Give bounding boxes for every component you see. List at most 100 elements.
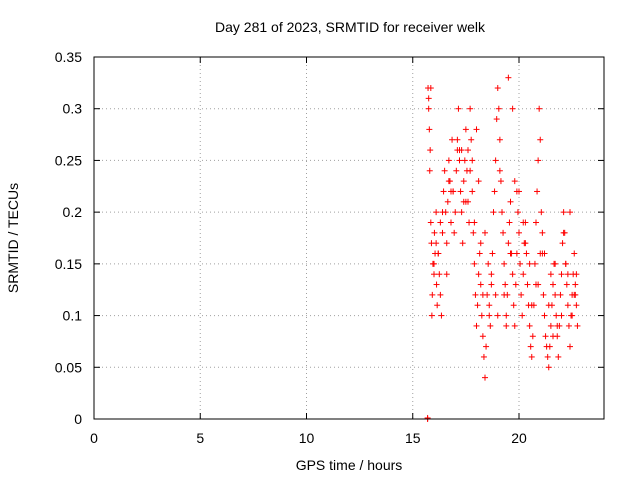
data-point — [503, 322, 510, 329]
x-tick-label: 5 — [196, 430, 204, 446]
data-point — [562, 260, 569, 267]
data-point — [510, 302, 517, 309]
data-point — [455, 105, 462, 112]
chart-title: Day 281 of 2023, SRMTID for receiver wel… — [215, 19, 486, 35]
data-point — [559, 240, 566, 247]
data-point — [465, 147, 471, 154]
grid-lines — [94, 57, 604, 419]
data-point — [425, 105, 432, 112]
data-point — [496, 167, 503, 174]
data-point — [540, 291, 547, 298]
data-point — [555, 353, 562, 360]
data-point — [461, 157, 468, 164]
data-point — [488, 271, 495, 278]
data-point — [452, 209, 459, 216]
data-point — [458, 147, 465, 154]
data-point — [443, 240, 450, 247]
data-point — [547, 322, 554, 329]
data-point — [539, 229, 546, 236]
data-point — [476, 250, 483, 257]
data-point — [520, 271, 527, 278]
data-point — [486, 312, 493, 319]
data-point — [490, 209, 497, 216]
y-tick-labels: 0 0.05 0.1 0.15 0.2 0.25 0.3 0.35 — [55, 49, 82, 427]
data-point — [496, 136, 503, 143]
data-point — [468, 136, 475, 143]
data-point — [433, 281, 440, 288]
data-point — [567, 209, 573, 216]
data-point — [501, 260, 508, 267]
data-point — [506, 219, 513, 226]
data-point — [456, 157, 463, 164]
data-point — [492, 291, 499, 298]
data-point — [507, 198, 514, 205]
data-point — [486, 302, 493, 309]
data-point — [557, 291, 564, 298]
data-point — [471, 260, 478, 267]
data-point — [487, 322, 494, 329]
data-point — [471, 219, 478, 226]
data-point — [572, 291, 579, 298]
data-point — [565, 322, 572, 329]
data-point — [494, 85, 501, 92]
data-point — [475, 178, 482, 185]
data-point — [560, 229, 567, 236]
data-point — [482, 374, 488, 381]
data-point — [437, 291, 444, 298]
data-point — [558, 312, 565, 319]
data-point — [431, 229, 438, 236]
x-tick-label: 20 — [511, 430, 527, 446]
y-tick-label: 0 — [74, 411, 82, 427]
data-point — [445, 157, 452, 164]
data-point — [528, 353, 535, 360]
data-point — [507, 250, 514, 257]
data-point — [573, 302, 580, 309]
data-point — [542, 333, 549, 340]
data-point — [571, 250, 578, 257]
data-point — [479, 291, 486, 298]
data-point — [558, 271, 565, 278]
data-point — [467, 167, 474, 174]
data-point — [491, 188, 498, 195]
data-point — [451, 229, 458, 236]
data-point — [528, 302, 535, 309]
data-point — [457, 188, 464, 195]
data-point — [526, 260, 533, 267]
data-point — [431, 260, 437, 267]
data-point — [535, 281, 542, 288]
data-point — [477, 281, 484, 288]
data-point — [449, 136, 456, 143]
data-point — [516, 188, 522, 195]
data-point — [427, 85, 434, 92]
data-point — [509, 105, 516, 112]
data-point — [436, 271, 443, 278]
data-point — [444, 198, 451, 205]
data-point — [569, 312, 576, 319]
data-point — [441, 167, 448, 174]
data-point — [544, 353, 551, 360]
data-point — [438, 312, 445, 319]
data-point — [547, 271, 554, 278]
data-point — [537, 136, 544, 143]
data-point — [473, 322, 480, 329]
y-tick-label: 0.35 — [55, 49, 82, 65]
data-point — [514, 209, 521, 216]
data-point — [477, 240, 484, 247]
data-point — [426, 126, 433, 133]
data-point — [479, 333, 486, 340]
data-point — [500, 229, 507, 236]
data-point — [509, 271, 516, 278]
plot-frame — [93, 56, 605, 420]
data-point — [516, 229, 522, 236]
data-point — [482, 229, 488, 236]
y-tick-label: 0.1 — [63, 308, 83, 324]
data-point — [524, 281, 531, 288]
data-point — [429, 291, 436, 298]
axis-ticks — [93, 56, 604, 420]
x-tick-labels: 0 5 10 15 20 — [90, 430, 527, 446]
data-point — [534, 188, 541, 195]
y-tick-label: 0.2 — [63, 204, 83, 220]
data-point — [550, 281, 556, 288]
data-point — [493, 116, 500, 123]
